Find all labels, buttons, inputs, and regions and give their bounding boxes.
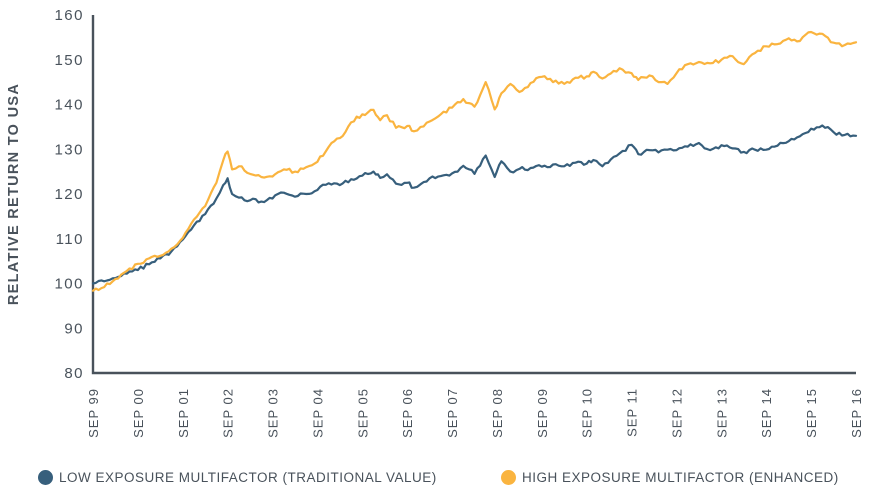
x-tick-label: SEP 06	[400, 388, 415, 438]
y-tick-label: 130	[54, 141, 84, 158]
y-tick-label: 160	[54, 7, 84, 24]
legend-item-high-exposure: HIGH EXPOSURE MULTIFACTOR (ENHANCED)	[501, 470, 839, 485]
x-tick-label: SEP 99	[86, 388, 101, 438]
x-tick-label: SEP 15	[804, 388, 819, 438]
x-tick-label: SEP 08	[490, 388, 505, 438]
y-tick-label: 110	[56, 231, 84, 248]
x-tick-label: SEP 07	[445, 388, 460, 438]
x-tick-label: SEP 09	[535, 388, 550, 438]
x-tick-label: SEP 05	[355, 388, 370, 438]
y-tick-label: 100	[54, 276, 84, 293]
y-tick-label: 150	[54, 52, 84, 69]
y-tick-label: 140	[54, 97, 84, 114]
series-line-high	[91, 30, 858, 292]
x-tick-label: SEP 14	[759, 388, 774, 438]
x-tick-label: SEP 12	[669, 388, 684, 438]
y-tick-label: 90	[64, 320, 84, 337]
x-tick-label: SEP 03	[266, 388, 281, 438]
x-tick-label: SEP 04	[310, 388, 325, 438]
high-exposure-dot-icon	[501, 470, 516, 485]
legend-label-high-exposure: HIGH EXPOSURE MULTIFACTOR (ENHANCED)	[522, 470, 839, 485]
legend-label-low-exposure: LOW EXPOSURE MULTIFACTOR (TRADITIONAL VA…	[59, 470, 437, 485]
x-tick-label: SEP 16	[849, 388, 864, 438]
chart-legend: LOW EXPOSURE MULTIFACTOR (TRADITIONAL VA…	[0, 0, 870, 485]
x-tick-label: SEP 01	[176, 388, 191, 438]
y-tick-label: 120	[54, 186, 84, 203]
x-tick-label: SEP 02	[221, 388, 236, 438]
x-tick-label: SEP 11	[625, 388, 640, 437]
axis-lines	[91, 15, 856, 375]
y-tick-label: 80	[64, 365, 84, 382]
series-line-low	[91, 124, 858, 285]
x-tick-label: SEP 00	[131, 388, 146, 438]
x-tick-label: SEP 10	[580, 388, 595, 438]
x-tick-label: SEP 13	[714, 388, 729, 438]
legend-item-low-exposure: LOW EXPOSURE MULTIFACTOR (TRADITIONAL VA…	[38, 470, 437, 485]
low-exposure-dot-icon	[38, 470, 53, 485]
